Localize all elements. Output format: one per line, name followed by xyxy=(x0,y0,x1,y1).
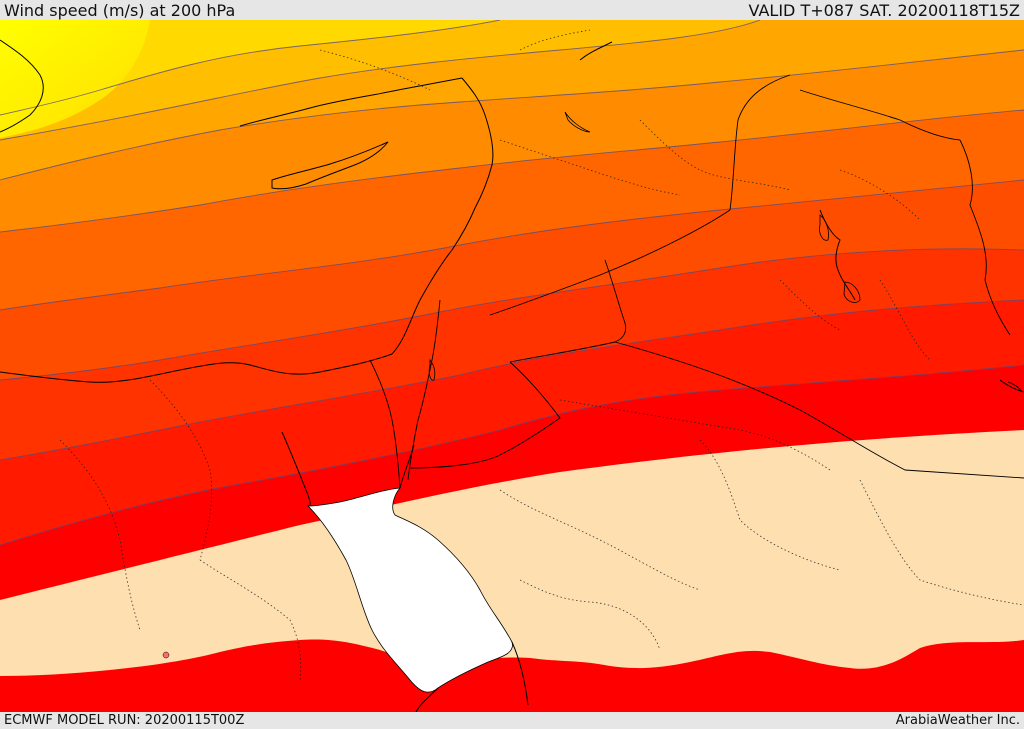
dotted-boundary xyxy=(559,399,831,471)
map-header: Wind speed (m/s) at 200 hPa VALID T+087 … xyxy=(0,0,1024,20)
contour-line xyxy=(0,49,1024,181)
gulf-inlet xyxy=(1007,381,1023,393)
saudi-iraq-border xyxy=(614,341,1024,479)
dotted-boundary xyxy=(59,439,141,631)
wind-speed-bands xyxy=(0,20,1024,712)
contour-line xyxy=(0,20,501,116)
coastlines xyxy=(0,39,1024,712)
dotted-boundary xyxy=(519,579,661,651)
contour-line xyxy=(0,299,1024,461)
dead-sea xyxy=(428,358,436,381)
dotted-boundary xyxy=(859,479,1024,606)
wind-speed-map xyxy=(0,20,1024,712)
egypt-israel-border xyxy=(369,359,401,489)
small-island xyxy=(162,651,170,659)
provider-label: ArabiaWeather Inc. xyxy=(895,713,1020,728)
lake xyxy=(819,214,829,241)
iraq-iran-border xyxy=(959,139,1011,336)
dotted-boundary xyxy=(519,29,591,51)
dotted-boundary xyxy=(839,169,921,221)
contour-line xyxy=(0,179,1024,311)
black-sea-coast xyxy=(579,41,613,61)
iraq-turkey-border xyxy=(729,74,791,211)
north-africa-coast xyxy=(0,353,393,383)
model-run-label: ECMWF MODEL RUN: 20200115T00Z xyxy=(4,713,245,728)
map-footer: ECMWF MODEL RUN: 20200115T00Z ArabiaWeat… xyxy=(0,712,1024,729)
lakes-islands xyxy=(162,111,1023,659)
band-yellow xyxy=(0,20,150,138)
country-borders xyxy=(369,74,1024,489)
dotted-boundary xyxy=(499,139,681,196)
aegean-coast xyxy=(0,39,44,133)
lake xyxy=(564,111,591,133)
contour-line xyxy=(0,364,1024,546)
levant-coast xyxy=(391,77,494,355)
dotted-boundary xyxy=(149,379,213,561)
map-title: Wind speed (m/s) at 200 hPa xyxy=(4,1,236,20)
valid-time-label: VALID T+087 SAT. 20200118T15Z xyxy=(748,1,1020,20)
turkey-south-coast xyxy=(239,77,463,127)
tigris-coast xyxy=(819,209,856,301)
lake xyxy=(843,281,861,303)
dotted-boundary xyxy=(319,49,431,91)
turkey-iran-border xyxy=(799,89,961,141)
syria-iraq-border xyxy=(489,209,731,316)
jordan-saudi-border xyxy=(509,259,627,363)
map-svg xyxy=(0,20,1024,712)
dotted-boundary xyxy=(199,559,302,681)
jordan-border xyxy=(407,299,441,481)
internal-boundaries xyxy=(59,29,1024,681)
africa-red-sea-coast xyxy=(415,687,439,712)
contour-line xyxy=(0,20,761,141)
speed-contours xyxy=(0,20,1024,546)
dotted-boundary xyxy=(779,279,841,331)
weak-wind-region xyxy=(0,430,1024,676)
contour-line xyxy=(0,248,1024,381)
gulf-of-suez xyxy=(281,431,311,507)
saudi-jordan-border xyxy=(409,361,561,469)
arabia-red-sea-coast xyxy=(511,641,529,706)
cyprus xyxy=(271,141,389,190)
contour-line xyxy=(0,109,1024,233)
